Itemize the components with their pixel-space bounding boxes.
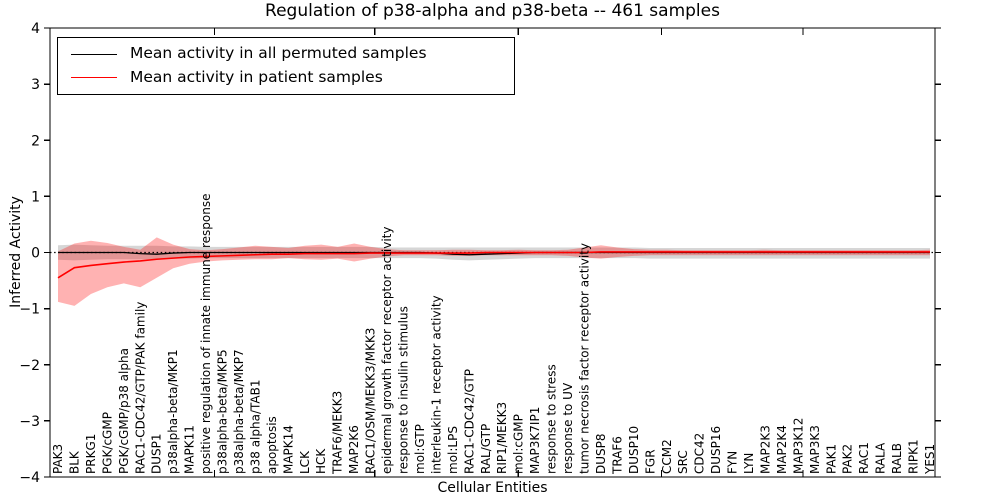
x-tick-label: p38alpha-beta/MKP7 [232,349,246,474]
x-axis-label: Cellular Entities [437,480,548,496]
legend-label-patient: Mean activity in patient samples [130,68,383,87]
x-tick-label: RAC1 [857,442,871,474]
y-axis-label: Inferred Activity [8,196,24,308]
x-tick-label: LCK [298,450,312,474]
legend-label-permuted: Mean activity in all permuted samples [130,44,427,63]
x-tick-label: CDC42 [693,433,707,474]
x-tick-label: PAK2 [841,444,855,474]
x-tick-label: LYN [742,453,756,474]
x-tick-label: DUSP1 [150,433,164,474]
y-tick-label: −3 [19,414,40,430]
x-tick-label: BLK [67,450,81,474]
legend-line-red [71,77,117,79]
x-tick-label: p38alpha-beta/MKP5 [216,349,230,474]
x-tick-label: p38alpha-beta/MKP1 [166,349,180,474]
y-tick-label: −1 [19,302,40,318]
x-tick-label: MAPK14 [281,425,295,474]
x-tick-label: PGK/cGMP [100,412,114,474]
patient-mean-line [57,251,930,279]
x-tick-label: MAP2K6 [347,425,361,474]
x-tick-label: CCM2 [660,439,674,474]
x-tick-label: MAPK11 [183,425,197,474]
x-tick-label: positive regulation of innate immune res… [199,194,213,474]
x-tick-label: apoptosis [265,416,279,474]
x-tick-label: DUSP10 [627,426,641,474]
y-tick-label: 0 [31,246,40,262]
y-tick-label: 1 [31,189,40,205]
x-tick-label: RALA [874,442,888,474]
legend-item-patient: Mean activity in patient samples [58,70,514,86]
x-tick-label: response to stress [545,364,559,474]
x-tick-label: FYN [726,451,740,474]
x-tick-label: RIP1/MEKK3 [495,402,509,474]
x-tick-label: PGK/cGMP/p38 alpha [117,348,131,474]
x-tick-label: TRAF6/MEKK3 [331,391,345,475]
x-tick-label: MAP2K4 [775,425,789,474]
x-tick-label: mol:GTP [413,424,427,474]
y-tick-label: 2 [31,133,40,149]
x-tick-label: RALB [890,443,904,474]
x-tick-label: MAP3K3 [808,425,822,474]
x-tick-label: mol:cGMP [512,414,526,474]
legend-line-black [71,53,117,55]
x-tick-label: tumor necrosis factor receptor activity [577,243,591,474]
x-tick-label: response to insulin stimulus [397,306,411,474]
x-tick-label: RAL/GTP [479,424,493,474]
x-tick-label: PAK1 [824,444,838,474]
y-tick-label: 4 [31,21,40,37]
x-tick-label: DUSP8 [594,433,608,474]
x-tick-label: RAC1-CDC42/GTP/PAK family [133,302,147,474]
y-tick-label: −2 [19,358,40,374]
x-tick-label: RAC1-CDC42/GTP [462,369,476,474]
x-tick-label: TRAF6 [610,436,624,475]
x-tick-label: FGR [643,449,657,474]
legend-item-permuted: Mean activity in all permuted samples [58,46,514,62]
x-tick-label: HCK [314,448,328,474]
x-tick-label: DUSP16 [709,426,723,474]
x-tick-label: RIPK1 [907,439,921,474]
x-tick-label: SRC [676,450,690,474]
x-tick-label: PRKG1 [84,434,98,474]
x-tick-label: RAC1/OSM/MEKK3/MKK3 [364,328,378,474]
x-tick-label: YES1 [923,444,937,475]
x-tick-label: p38 alpha/TAB1 [248,380,262,474]
x-tick-label: MAP2K3 [758,425,772,474]
x-tick-label: PAK3 [51,444,65,474]
x-tick-label: response to UV [561,382,575,474]
x-tick-label: MAP3K12 [791,417,805,474]
chart-title: Regulation of p38-alpha and p38-beta -- … [265,1,720,21]
legend: Mean activity in all permuted samples Me… [57,37,515,95]
y-tick-label: 3 [31,77,40,93]
x-tick-label: mol:LPS [446,426,460,474]
x-tick-label: epidermal growth factor receptor activit… [380,227,394,474]
x-tick-label: MAP3K7IP1 [528,407,542,474]
x-tick-label: interleukin-1 receptor activity [429,295,443,474]
y-tick-label: −4 [19,470,40,486]
